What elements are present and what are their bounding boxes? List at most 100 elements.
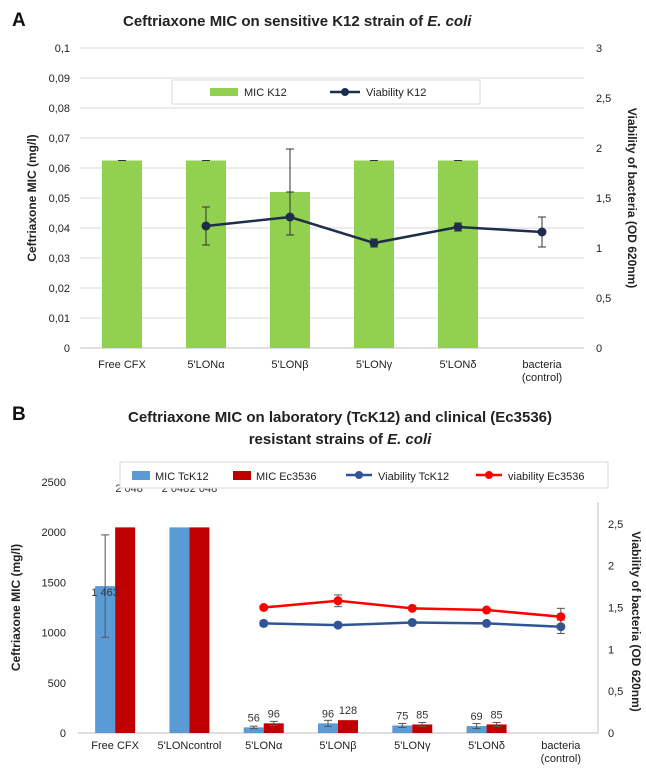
x-tick-b: 5'LONβ xyxy=(319,740,356,752)
bar-mic-ec3536 xyxy=(412,724,433,733)
y-left-tick-a: 0,03 xyxy=(49,253,70,265)
y-left-tick-a: 0,01 xyxy=(49,313,70,325)
legend-swatch-mic-k12 xyxy=(210,88,238,96)
y-left-tick-a: 0,09 xyxy=(49,73,70,85)
chart-b-title-italic: E. coli xyxy=(387,431,432,448)
point-viability-tck12 xyxy=(556,622,566,632)
y-right-tick-b: 2 xyxy=(608,561,614,573)
y-right-tick-a: 0,5 xyxy=(596,293,611,305)
bar-mic-tck12 xyxy=(392,725,413,733)
chart-b-title-line2-main: resistant strains of xyxy=(249,431,387,448)
legend-a xyxy=(171,79,481,105)
chart-a-title-italic: E. coli xyxy=(427,13,472,30)
y-right-title-b: Viability of bacteria (OD 620nm) xyxy=(629,531,643,712)
y-left-tick-a: 0 xyxy=(64,343,70,355)
data-label-mic-ec3536: 85 xyxy=(416,709,428,721)
legend-swatch-mic-ec3536 xyxy=(233,471,251,480)
x-tick-b: (control) xyxy=(541,753,581,765)
chart-a-title: Ceftriaxone MIC on sensitive K12 strain … xyxy=(123,13,472,30)
legend-b xyxy=(119,461,609,489)
bar-mic-ec3536 xyxy=(189,527,210,733)
x-tick-b: 5'LONδ xyxy=(468,740,505,752)
legend-label-viability-k12: Viability K12 xyxy=(366,87,426,99)
y-right-tick-a: 2,5 xyxy=(596,93,611,105)
point-viability-ec3536 xyxy=(333,596,343,606)
bar-mic-tck12 xyxy=(169,527,190,733)
point-viability-ec3536 xyxy=(407,603,417,613)
y-right-tick-b: 1 xyxy=(608,644,614,656)
y-right-tick-a: 1,5 xyxy=(596,193,611,205)
x-tick-a: 5'LONβ xyxy=(271,359,308,371)
y-left-tick-b: 500 xyxy=(48,678,66,690)
legend-swatch-mic-tck12 xyxy=(132,471,150,480)
bar-mic-k12 xyxy=(186,160,226,348)
legend-label-mic-k12: MIC K12 xyxy=(244,87,287,99)
chart-a-title-main: Ceftriaxone MIC on sensitive K12 strain … xyxy=(123,13,427,30)
legend-label-viability-ec3536: viability Ec3536 xyxy=(508,471,584,483)
chart-b-title-line1: Ceftriaxone MIC on laboratory (TcK12) an… xyxy=(128,409,552,426)
point-viability-ec3536 xyxy=(482,605,492,615)
bar-mic-k12 xyxy=(438,160,478,348)
bar-mic-k12 xyxy=(102,160,142,348)
y-right-tick-b: 1,5 xyxy=(608,603,623,615)
x-tick-a: Free CFX xyxy=(98,359,146,371)
legend-marker-viability-tck12 xyxy=(355,471,363,479)
y-left-tick-a: 0,02 xyxy=(49,283,70,295)
y-left-tick-a: 0,1 xyxy=(55,43,70,55)
point-viability-tck12 xyxy=(259,618,269,628)
x-tick-b: bacteria xyxy=(541,740,581,752)
point-viability-k12 xyxy=(369,238,379,248)
chart-b-title-line2: resistant strains of E. coli xyxy=(249,431,432,448)
legend-label-mic-tck12: MIC TcK12 xyxy=(155,471,209,483)
data-label-mic-tck12: 75 xyxy=(396,710,408,722)
x-tick-b: 5'LONγ xyxy=(394,740,431,752)
data-label-mic-ec3536: 128 xyxy=(339,705,357,717)
x-tick-b: Free CFX xyxy=(91,740,139,752)
y-right-tick-a: 3 xyxy=(596,43,602,55)
y-left-tick-a: 0,08 xyxy=(49,103,70,115)
data-label-mic-tck12: 69 xyxy=(470,711,482,723)
x-tick-a: bacteria xyxy=(522,359,562,371)
point-viability-ec3536 xyxy=(259,603,269,612)
x-tick-a: 5'LONδ xyxy=(440,359,477,371)
y-left-tick-a: 0,04 xyxy=(49,223,70,235)
point-viability-k12 xyxy=(537,227,547,237)
bar-mic-ec3536 xyxy=(338,720,358,733)
x-tick-a: (control) xyxy=(522,372,562,384)
chart-b xyxy=(78,502,599,734)
bar-mic-tck12 xyxy=(95,586,116,733)
bar-mic-ec3536 xyxy=(263,723,284,733)
point-viability-tck12 xyxy=(482,618,492,628)
point-viability-k12 xyxy=(453,222,463,232)
y-left-tick-b: 1000 xyxy=(42,628,66,640)
y-right-tick-b: 0 xyxy=(608,728,614,740)
y-left-tick-b: 1500 xyxy=(42,577,66,589)
y-left-tick-b: 2000 xyxy=(42,527,66,539)
y-left-tick-a: 0,05 xyxy=(49,193,70,205)
legend-label-viability-tck12: Viability TcK12 xyxy=(378,471,449,483)
y-right-tick-b: 2,5 xyxy=(608,519,623,531)
bar-mic-tck12 xyxy=(243,727,264,733)
data-label-mic-tck12: 96 xyxy=(322,708,334,720)
point-viability-tck12 xyxy=(407,618,417,628)
bar-mic-tck12 xyxy=(466,726,487,733)
point-viability-k12 xyxy=(201,221,211,231)
legend-label-mic-ec3536: MIC Ec3536 xyxy=(256,471,317,483)
bar-mic-ec3536 xyxy=(486,724,507,733)
legend-marker-viability-ec3536 xyxy=(485,471,493,479)
data-label-mic-ec3536: 85 xyxy=(490,709,502,721)
point-viability-tck12 xyxy=(333,620,343,630)
y-left-tick-a: 0,06 xyxy=(49,163,70,175)
point-viability-k12 xyxy=(285,212,295,222)
y-left-title-a: Ceftriaxone MIC (mg/l) xyxy=(25,134,39,261)
x-tick-b: 5'LONα xyxy=(245,740,283,752)
data-label-mic-tck12: 56 xyxy=(248,712,260,724)
y-right-title-a: Viability of bacteria (OD 620nm) xyxy=(625,108,639,289)
y-left-tick-a: 0,07 xyxy=(49,133,70,145)
bar-mic-tck12 xyxy=(318,723,338,733)
x-tick-a: 5'LONγ xyxy=(356,359,393,371)
bar-mic-ec3536 xyxy=(115,527,136,733)
legend-marker-viability-k12 xyxy=(341,88,349,96)
